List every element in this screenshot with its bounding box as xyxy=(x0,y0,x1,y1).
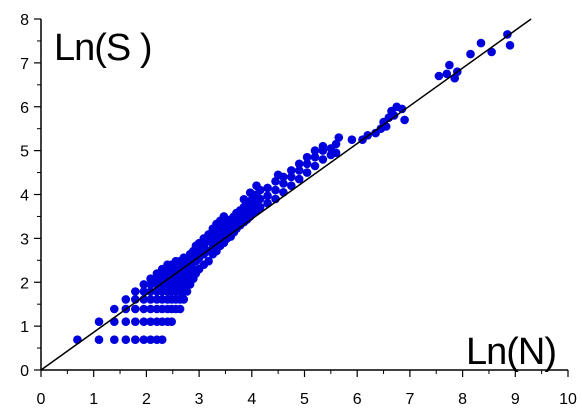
data-point xyxy=(318,155,328,164)
y-tick-label: 1 xyxy=(20,319,29,336)
y-tick-label: 4 xyxy=(20,188,29,205)
data-point xyxy=(204,256,213,266)
data-point xyxy=(255,194,265,204)
data-point xyxy=(94,335,104,345)
data-points xyxy=(73,30,515,345)
data-point xyxy=(400,115,409,125)
data-point xyxy=(310,152,320,162)
data-point xyxy=(397,104,407,114)
x-tick-label: 1 xyxy=(89,391,98,408)
data-point xyxy=(505,41,515,50)
ticks: 0 1 2 3 4 5 6 7 8 9 10 0 1 2 3 4 5 6 7 8 xyxy=(20,12,577,408)
data-point xyxy=(139,280,149,289)
data-point xyxy=(255,185,265,195)
y-tick-label: 6 xyxy=(20,100,29,117)
fit-line xyxy=(40,18,532,371)
data-point xyxy=(310,161,320,171)
data-point xyxy=(146,317,155,327)
data-point xyxy=(302,168,312,177)
x-tick-label: 6 xyxy=(353,391,362,408)
x-tick-label: 2 xyxy=(142,391,151,408)
data-point xyxy=(121,295,131,304)
data-point xyxy=(110,335,119,345)
data-point xyxy=(466,49,475,59)
data-point xyxy=(287,166,296,175)
data-point xyxy=(442,69,452,79)
data-point xyxy=(389,111,399,120)
data-point xyxy=(94,317,104,327)
data-point xyxy=(139,304,149,314)
data-point xyxy=(331,139,341,149)
y-tick-label: 2 xyxy=(20,275,29,292)
x-tick-label: 3 xyxy=(195,391,204,408)
data-point xyxy=(146,274,155,284)
data-point xyxy=(157,335,167,345)
data-point xyxy=(182,287,192,296)
data-point xyxy=(146,295,155,304)
data-point xyxy=(263,191,272,201)
axes xyxy=(40,19,568,371)
y-axis-title: Ln(S ) xyxy=(54,27,151,69)
data-point xyxy=(110,317,119,327)
data-point xyxy=(139,317,149,327)
y-tick-label: 3 xyxy=(20,231,29,248)
data-point xyxy=(131,287,140,296)
x-tick-label: 9 xyxy=(511,391,520,408)
y-tick-label: 0 xyxy=(20,363,29,380)
data-point xyxy=(331,148,341,158)
data-point xyxy=(131,304,140,314)
data-point xyxy=(302,152,312,162)
data-point xyxy=(131,335,140,345)
data-point xyxy=(179,295,189,304)
data-point xyxy=(110,304,119,314)
data-point xyxy=(310,146,320,155)
y-tick-label: 5 xyxy=(20,144,29,161)
data-point xyxy=(294,166,304,175)
data-point xyxy=(131,317,140,327)
x-tick-label: 5 xyxy=(300,391,309,408)
data-point xyxy=(445,60,454,70)
y-tick-label: 8 xyxy=(20,12,29,29)
y-tick-label: 7 xyxy=(20,56,29,73)
data-point xyxy=(263,183,272,193)
data-point xyxy=(302,159,312,169)
data-point xyxy=(279,188,288,197)
data-point xyxy=(139,335,149,345)
data-point xyxy=(334,133,344,142)
data-point xyxy=(139,287,149,296)
data-point xyxy=(434,71,444,81)
data-point xyxy=(271,185,280,195)
data-point xyxy=(294,174,304,184)
data-point xyxy=(279,179,288,188)
data-point xyxy=(121,317,131,327)
data-point xyxy=(318,141,328,151)
data-point xyxy=(294,159,304,169)
data-point xyxy=(279,172,288,182)
data-point xyxy=(347,135,357,144)
x-axis-title: Ln(N) xyxy=(466,331,556,373)
data-point xyxy=(121,335,131,345)
data-point xyxy=(476,38,486,48)
fit-line-group xyxy=(40,18,532,371)
data-point xyxy=(167,317,176,327)
x-tick-label: 10 xyxy=(559,391,577,408)
data-point xyxy=(287,181,296,190)
data-point xyxy=(146,335,155,345)
data-point xyxy=(287,172,296,182)
data-point xyxy=(73,335,82,345)
data-point xyxy=(175,304,185,314)
x-tick-label: 7 xyxy=(405,391,414,408)
data-point xyxy=(271,177,280,186)
data-point xyxy=(503,30,512,39)
data-point xyxy=(255,202,265,212)
x-tick-label: 8 xyxy=(458,391,467,408)
x-tick-label: 0 xyxy=(37,391,46,408)
data-point xyxy=(146,304,155,314)
x-tick-label: 4 xyxy=(247,391,256,408)
